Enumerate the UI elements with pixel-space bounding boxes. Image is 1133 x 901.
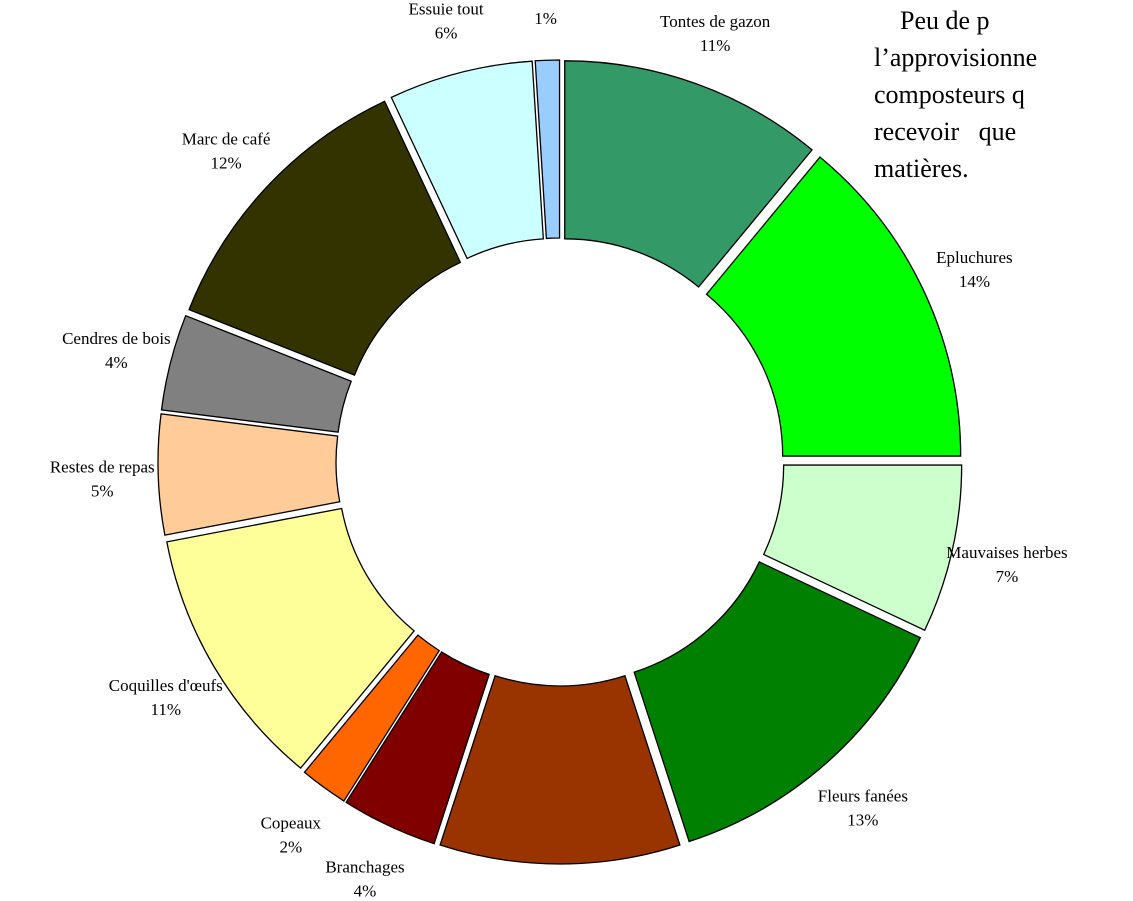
side-text-line-4: recevoir que (874, 117, 1017, 146)
slice-label-copeaux: Copeaux (261, 814, 322, 833)
slice-pct-restes-de-repas: 5% (91, 481, 114, 500)
slice-marc-de-cafe (188, 100, 462, 376)
slice-tontes-de-gazon (564, 60, 813, 288)
slice-fleurs-fane-es (633, 561, 922, 843)
slice-label-restes-de-repas: Restes de repas (50, 457, 155, 476)
slice-label-mauvaises-herbes: Mauvaises herbes (946, 543, 1067, 562)
slice-label-cendres-de-bois: Cendres de bois (62, 329, 171, 348)
slice-pct-fleurs-fane-es: 13% (847, 811, 878, 830)
slice-pct-cendres-de-bois: 4% (105, 353, 128, 372)
slice-label-branchages: Branchages (325, 857, 404, 876)
slice-pct-essuie-tout: 6% (435, 23, 458, 42)
side-text-line-3: composteurs q (874, 80, 1025, 109)
slice-restes-de-repas (157, 413, 341, 536)
side-paragraph: Peu de p l’approvisionne composteurs q r… (874, 2, 1133, 187)
slice-branchages (345, 651, 490, 845)
chart-slices (157, 59, 963, 865)
slice-pct-epluchures: 14% (959, 272, 990, 291)
slice-label-coquilles-d-ufs: Coquilles d'œufs (109, 676, 223, 695)
slice-litie-res (534, 59, 561, 240)
slice-label-epluchures: Epluchures (936, 248, 1012, 267)
slice-pct-marc-de-cafe: 12% (211, 153, 242, 172)
slice-label-essuie-tout: Essuie tout (409, 0, 484, 18)
slice-epluchures (705, 156, 962, 457)
side-text-line-5: matières. (874, 154, 969, 183)
slice-coquilles-d-ufs (166, 507, 416, 770)
slice-pct-copeaux: 2% (279, 838, 302, 857)
slice-label-fleurs-fane-es: Fleurs fanées (818, 787, 908, 806)
side-text-line-1: Peu de p (874, 6, 990, 35)
slice-pct-tontes-de-gazon: 11% (700, 36, 731, 55)
slice-pct-litie-res: 1% (534, 9, 557, 28)
slice-pct-coquilles-d-ufs: 11% (151, 700, 182, 719)
slice-mauvaises-herbes (762, 464, 963, 632)
slice-label-marc-de-cafe: Marc de café (182, 129, 271, 148)
slice-cendres-de-bois (160, 314, 353, 433)
slice-pct-branchages: 4% (354, 881, 377, 900)
slice-feuilles-mortes (439, 674, 681, 865)
slice-label-litie-res: Litières (520, 0, 572, 4)
slice-label-tontes-de-gazon: Tontes de gazon (660, 12, 771, 31)
slice-essuie-tout (390, 60, 545, 260)
slice-pct-mauvaises-herbes: 7% (996, 567, 1019, 586)
side-text-line-2: l’approvisionne (874, 43, 1038, 72)
slice-copeaux (303, 634, 441, 802)
chart-labels: Tontes de gazon 11% Epluchures 14% Mauvaises… (50, 0, 1068, 900)
